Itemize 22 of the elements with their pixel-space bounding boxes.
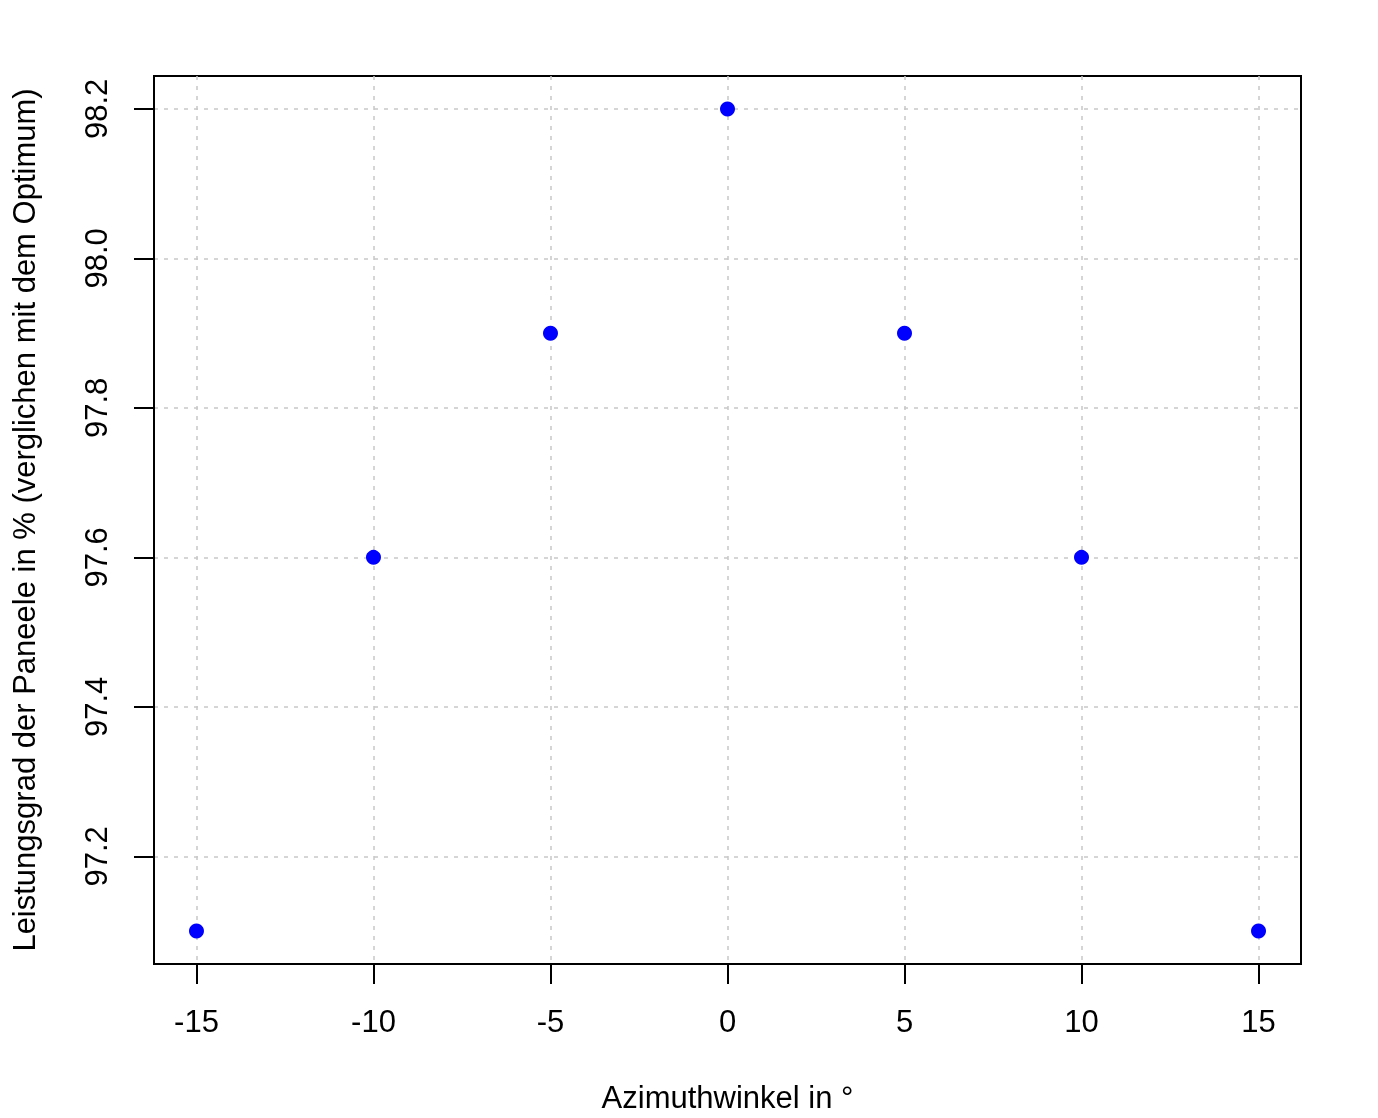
x-tick-label: -15 bbox=[174, 1004, 219, 1039]
x-tick-label: -10 bbox=[351, 1004, 396, 1039]
y-tick-label: 97.4 bbox=[79, 676, 114, 738]
x-axis-title: Azimuthwinkel in ° bbox=[601, 1080, 854, 1115]
point bbox=[897, 325, 913, 341]
y-axis-title: Leistungsgrad der Paneele in % (verglichen mit dem Optimum) bbox=[7, 88, 42, 952]
point bbox=[720, 101, 735, 117]
x-tick-label: 0 bbox=[718, 1004, 737, 1039]
x-tick-label: 10 bbox=[1064, 1004, 1099, 1039]
x-tick-label: 15 bbox=[1241, 1004, 1276, 1039]
point bbox=[189, 923, 204, 939]
point bbox=[366, 549, 381, 565]
point bbox=[543, 325, 558, 341]
y-tick-label: 98.2 bbox=[79, 78, 114, 140]
point bbox=[1074, 549, 1090, 565]
x-tick-label: -5 bbox=[536, 1004, 565, 1039]
y-tick-label: 97.2 bbox=[79, 826, 114, 887]
y-tick-label: 97.6 bbox=[79, 527, 114, 588]
y-tick-label: 97.8 bbox=[79, 377, 114, 439]
point bbox=[1251, 923, 1267, 939]
x-tick-label: 5 bbox=[895, 1004, 914, 1039]
y-tick-label: 98.0 bbox=[79, 228, 114, 289]
